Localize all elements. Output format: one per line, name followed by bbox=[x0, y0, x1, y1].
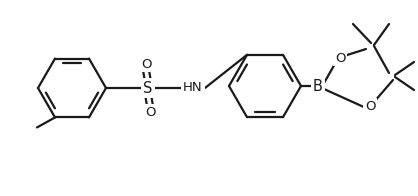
Text: O: O bbox=[365, 100, 375, 113]
Text: B: B bbox=[313, 79, 323, 93]
Text: O: O bbox=[141, 57, 151, 71]
Text: O: O bbox=[335, 52, 345, 64]
Text: O: O bbox=[145, 105, 155, 119]
Text: S: S bbox=[143, 81, 153, 95]
Text: HN: HN bbox=[183, 81, 203, 93]
